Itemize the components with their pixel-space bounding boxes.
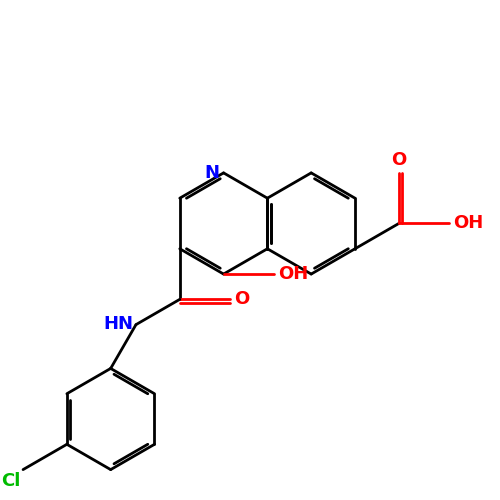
Text: O: O	[234, 290, 250, 308]
Text: Cl: Cl	[1, 472, 20, 490]
Text: O: O	[391, 151, 406, 169]
Text: OH: OH	[278, 265, 308, 283]
Text: N: N	[204, 164, 220, 182]
Text: HN: HN	[104, 314, 134, 332]
Text: OH: OH	[453, 214, 484, 232]
